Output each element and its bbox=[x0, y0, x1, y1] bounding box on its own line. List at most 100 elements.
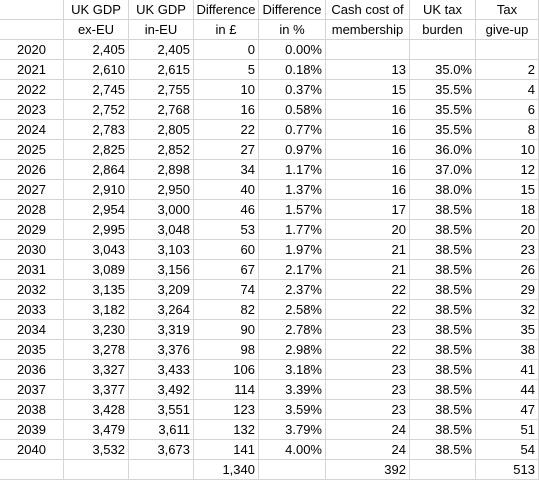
cell-tax-give-up[interactable]: 32 bbox=[476, 300, 539, 320]
cell-difference-pct[interactable]: 0.37% bbox=[259, 80, 326, 100]
cell-tax-burden[interactable]: 36.0% bbox=[410, 140, 476, 160]
cell-gdp-ex-eu[interactable]: 3,479 bbox=[64, 420, 129, 440]
cell-tax-give-up[interactable]: 47 bbox=[476, 400, 539, 420]
cell-gdp-ex-eu[interactable]: 3,327 bbox=[64, 360, 129, 380]
cell-difference-pct[interactable]: 0.97% bbox=[259, 140, 326, 160]
header-cell-year[interactable] bbox=[0, 0, 64, 20]
cell-year[interactable]: 2040 bbox=[0, 440, 64, 460]
cell-tax-give-up[interactable]: 26 bbox=[476, 260, 539, 280]
total-cell-cash-cost[interactable]: 392 bbox=[326, 460, 410, 480]
cell-year[interactable]: 2031 bbox=[0, 260, 64, 280]
header-cell-difference-gbp[interactable]: in £ bbox=[194, 20, 259, 40]
cell-tax-give-up[interactable]: 15 bbox=[476, 180, 539, 200]
cell-cash-cost[interactable]: 23 bbox=[326, 400, 410, 420]
cell-difference-pct[interactable]: 1.17% bbox=[259, 160, 326, 180]
cell-tax-give-up[interactable]: 6 bbox=[476, 100, 539, 120]
cell-difference-gbp[interactable]: 82 bbox=[194, 300, 259, 320]
cell-difference-pct[interactable]: 2.37% bbox=[259, 280, 326, 300]
cell-tax-give-up[interactable]: 38 bbox=[476, 340, 539, 360]
cell-difference-pct[interactable]: 3.79% bbox=[259, 420, 326, 440]
cell-gdp-ex-eu[interactable]: 3,135 bbox=[64, 280, 129, 300]
cell-tax-give-up[interactable]: 44 bbox=[476, 380, 539, 400]
cell-difference-gbp[interactable]: 34 bbox=[194, 160, 259, 180]
cell-gdp-ex-eu[interactable]: 3,043 bbox=[64, 240, 129, 260]
cell-cash-cost[interactable]: 23 bbox=[326, 380, 410, 400]
cell-year[interactable]: 2025 bbox=[0, 140, 64, 160]
cell-difference-pct[interactable]: 2.98% bbox=[259, 340, 326, 360]
cell-gdp-ex-eu[interactable]: 2,610 bbox=[64, 60, 129, 80]
header-cell-gdp-ex-eu[interactable]: ex-EU bbox=[64, 20, 129, 40]
cell-year[interactable]: 2034 bbox=[0, 320, 64, 340]
header-cell-gdp-in-eu[interactable]: UK GDP bbox=[129, 0, 194, 20]
cell-difference-pct[interactable]: 1.37% bbox=[259, 180, 326, 200]
cell-cash-cost[interactable]: 24 bbox=[326, 420, 410, 440]
cell-year[interactable]: 2039 bbox=[0, 420, 64, 440]
cell-difference-pct[interactable]: 2.78% bbox=[259, 320, 326, 340]
cell-difference-gbp[interactable]: 22 bbox=[194, 120, 259, 140]
cell-difference-gbp[interactable]: 106 bbox=[194, 360, 259, 380]
cell-difference-pct[interactable]: 1.77% bbox=[259, 220, 326, 240]
cell-cash-cost[interactable]: 17 bbox=[326, 200, 410, 220]
cell-gdp-ex-eu[interactable]: 2,825 bbox=[64, 140, 129, 160]
cell-cash-cost[interactable]: 21 bbox=[326, 260, 410, 280]
total-cell-tax-burden[interactable] bbox=[410, 460, 476, 480]
cell-cash-cost[interactable]: 16 bbox=[326, 160, 410, 180]
cell-cash-cost[interactable]: 23 bbox=[326, 360, 410, 380]
cell-year[interactable]: 2037 bbox=[0, 380, 64, 400]
cell-gdp-in-eu[interactable]: 3,673 bbox=[129, 440, 194, 460]
cell-tax-burden[interactable]: 38.0% bbox=[410, 180, 476, 200]
cell-difference-gbp[interactable]: 10 bbox=[194, 80, 259, 100]
cell-gdp-in-eu[interactable]: 2,852 bbox=[129, 140, 194, 160]
cell-tax-give-up[interactable]: 20 bbox=[476, 220, 539, 240]
cell-gdp-ex-eu[interactable]: 3,532 bbox=[64, 440, 129, 460]
cell-gdp-ex-eu[interactable]: 2,745 bbox=[64, 80, 129, 100]
cell-tax-burden[interactable]: 38.5% bbox=[410, 400, 476, 420]
cell-gdp-ex-eu[interactable]: 2,995 bbox=[64, 220, 129, 240]
cell-tax-burden[interactable]: 38.5% bbox=[410, 380, 476, 400]
cell-tax-burden[interactable]: 35.5% bbox=[410, 100, 476, 120]
total-cell-tax-give-up[interactable]: 513 bbox=[476, 460, 539, 480]
cell-difference-pct[interactable]: 2.17% bbox=[259, 260, 326, 280]
cell-gdp-ex-eu[interactable]: 2,783 bbox=[64, 120, 129, 140]
cell-tax-give-up[interactable]: 10 bbox=[476, 140, 539, 160]
cell-year[interactable]: 2026 bbox=[0, 160, 64, 180]
total-cell-difference-gbp[interactable]: 1,340 bbox=[194, 460, 259, 480]
cell-difference-gbp[interactable]: 53 bbox=[194, 220, 259, 240]
cell-cash-cost[interactable]: 15 bbox=[326, 80, 410, 100]
cell-year[interactable]: 2033 bbox=[0, 300, 64, 320]
cell-difference-pct[interactable]: 0.18% bbox=[259, 60, 326, 80]
cell-tax-burden[interactable]: 38.5% bbox=[410, 300, 476, 320]
cell-tax-burden[interactable]: 38.5% bbox=[410, 440, 476, 460]
total-cell-gdp-ex-eu[interactable] bbox=[64, 460, 129, 480]
header-cell-tax-burden[interactable]: burden bbox=[410, 20, 476, 40]
cell-tax-burden[interactable]: 38.5% bbox=[410, 340, 476, 360]
cell-gdp-in-eu[interactable]: 2,950 bbox=[129, 180, 194, 200]
cell-gdp-in-eu[interactable]: 2,405 bbox=[129, 40, 194, 60]
cell-tax-burden[interactable]: 35.5% bbox=[410, 120, 476, 140]
cell-cash-cost[interactable]: 23 bbox=[326, 320, 410, 340]
cell-tax-give-up[interactable]: 51 bbox=[476, 420, 539, 440]
cell-gdp-ex-eu[interactable]: 3,278 bbox=[64, 340, 129, 360]
cell-cash-cost[interactable]: 21 bbox=[326, 240, 410, 260]
cell-cash-cost[interactable]: 16 bbox=[326, 180, 410, 200]
cell-gdp-in-eu[interactable]: 3,209 bbox=[129, 280, 194, 300]
cell-tax-burden[interactable]: 38.5% bbox=[410, 220, 476, 240]
cell-difference-gbp[interactable]: 132 bbox=[194, 420, 259, 440]
cell-gdp-in-eu[interactable]: 2,615 bbox=[129, 60, 194, 80]
cell-gdp-ex-eu[interactable]: 3,230 bbox=[64, 320, 129, 340]
cell-difference-pct[interactable]: 2.58% bbox=[259, 300, 326, 320]
cell-tax-burden[interactable]: 35.5% bbox=[410, 80, 476, 100]
cell-difference-gbp[interactable]: 67 bbox=[194, 260, 259, 280]
cell-gdp-in-eu[interactable]: 3,264 bbox=[129, 300, 194, 320]
header-cell-gdp-ex-eu[interactable]: UK GDP bbox=[64, 0, 129, 20]
cell-gdp-in-eu[interactable]: 2,898 bbox=[129, 160, 194, 180]
cell-year[interactable]: 2027 bbox=[0, 180, 64, 200]
cell-difference-pct[interactable]: 3.39% bbox=[259, 380, 326, 400]
cell-year[interactable]: 2035 bbox=[0, 340, 64, 360]
cell-cash-cost[interactable]: 22 bbox=[326, 280, 410, 300]
cell-difference-gbp[interactable]: 74 bbox=[194, 280, 259, 300]
cell-tax-give-up[interactable]: 4 bbox=[476, 80, 539, 100]
cell-difference-gbp[interactable]: 90 bbox=[194, 320, 259, 340]
cell-gdp-ex-eu[interactable]: 2,910 bbox=[64, 180, 129, 200]
cell-tax-burden[interactable]: 38.5% bbox=[410, 260, 476, 280]
